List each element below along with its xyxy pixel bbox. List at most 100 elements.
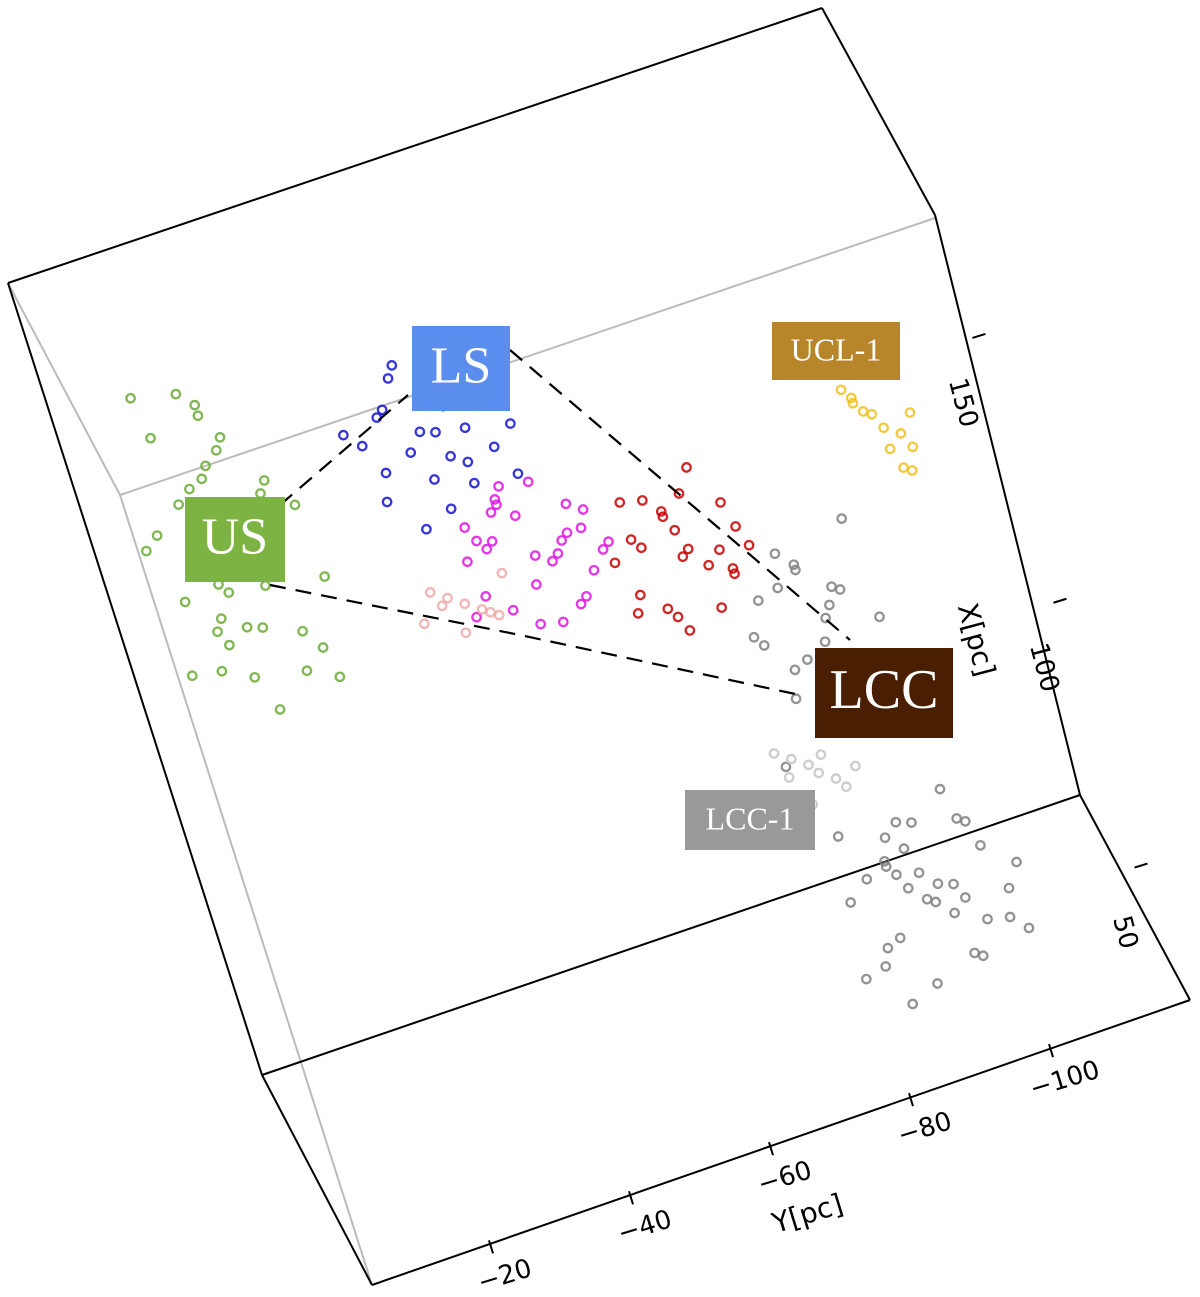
y-tick [1053, 597, 1067, 604]
data-point [894, 932, 906, 944]
data-point [468, 477, 480, 489]
data-point [669, 524, 681, 536]
data-point [874, 611, 885, 623]
data-point [681, 462, 692, 473]
data-point [418, 618, 430, 630]
data-point [879, 855, 890, 867]
data-point [904, 407, 916, 418]
data-point [758, 640, 770, 651]
connections [269, 349, 851, 697]
data-point [376, 404, 388, 416]
data-point [921, 893, 933, 905]
data-point [898, 843, 910, 855]
group-label-box [815, 648, 953, 738]
data-point [535, 618, 547, 630]
y-axis-title: X[pc] [951, 600, 1002, 680]
data-point [861, 873, 873, 885]
data-point [481, 543, 493, 555]
data-point [547, 555, 558, 567]
group-label: LCC [830, 659, 939, 721]
data-point [173, 499, 184, 510]
data-point [476, 604, 488, 615]
box [7, 7, 1191, 1286]
data-point [512, 468, 524, 480]
data-point [405, 447, 417, 458]
group-label-box [412, 326, 510, 411]
data-point [625, 534, 637, 545]
data-point [471, 611, 482, 623]
data-point [552, 548, 564, 559]
data-point [414, 426, 426, 438]
data-point [772, 582, 784, 594]
group-label: LS [431, 337, 492, 394]
data-point [249, 671, 261, 683]
data-point [845, 897, 857, 908]
data-point [507, 604, 519, 616]
data-point [975, 839, 986, 851]
data-point [210, 444, 222, 456]
data-point [151, 530, 163, 541]
data-point [879, 832, 891, 844]
data-point [588, 564, 600, 576]
data-point [493, 480, 504, 492]
data-point [179, 596, 191, 608]
data-point [442, 592, 453, 604]
data-point [878, 422, 889, 434]
data-point [260, 580, 271, 591]
data-point [951, 813, 963, 824]
data-point [930, 896, 942, 908]
data-point [289, 499, 301, 511]
data-point [948, 878, 959, 890]
data-point [752, 595, 764, 606]
data-point [561, 527, 573, 539]
x-tick-label: −60 [754, 1155, 815, 1200]
data-point [258, 475, 270, 486]
data-point [577, 504, 589, 515]
data-point [522, 476, 534, 488]
dashed-link [269, 583, 801, 697]
data-point [836, 513, 848, 524]
data-point [949, 907, 960, 919]
data-point [880, 861, 892, 872]
x-axis-title: Y[pc] [767, 1187, 847, 1240]
data-point [386, 360, 398, 371]
data-point [170, 388, 182, 400]
data-point [815, 749, 827, 760]
data-point [215, 613, 227, 625]
data-point [214, 431, 226, 443]
data-point [824, 599, 835, 611]
data-point [835, 384, 847, 396]
data-point [934, 783, 946, 795]
data-point [575, 598, 587, 610]
data-point [801, 654, 813, 665]
data-point [241, 621, 253, 633]
data-point [820, 612, 831, 624]
data-point [847, 397, 859, 409]
data-point [657, 511, 669, 523]
x-tick-label: −80 [894, 1106, 955, 1151]
box-edge [934, 214, 1081, 796]
data-point [224, 639, 235, 651]
data-point [730, 521, 741, 532]
data-point [485, 507, 497, 518]
group-label: US [202, 508, 268, 565]
data-point [826, 581, 837, 593]
data-point [982, 913, 993, 925]
data-point [319, 571, 331, 582]
data-point [714, 544, 725, 556]
data-point [1004, 911, 1016, 923]
data-point [462, 456, 474, 468]
data-point [907, 441, 919, 453]
data-point [493, 609, 505, 621]
data-point [890, 816, 902, 828]
data-point [429, 474, 440, 485]
data-point [609, 557, 621, 569]
x-tick [908, 1092, 914, 1107]
data-point [530, 579, 542, 590]
data-point [785, 753, 797, 765]
box-edge [119, 494, 373, 1286]
data-point [338, 429, 349, 441]
data-point [845, 392, 857, 404]
y-tick-label: 100 [1023, 640, 1065, 696]
